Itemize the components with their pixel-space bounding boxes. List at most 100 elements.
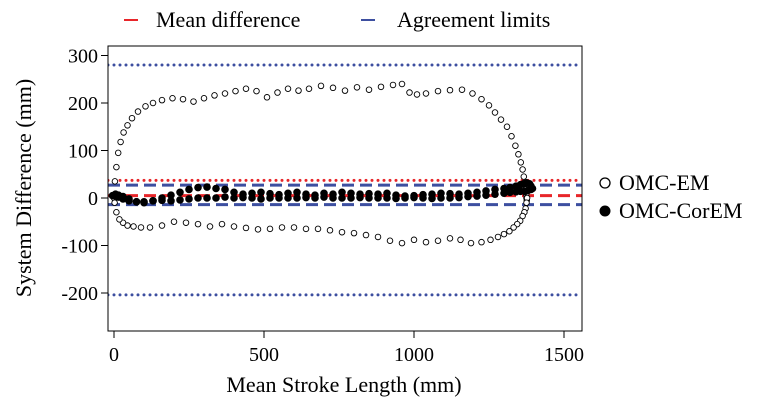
point-omc-em	[242, 224, 250, 232]
y-axis-title: System Difference (mm)	[11, 79, 36, 297]
point-omc-corem	[392, 194, 400, 203]
point-omc-em	[221, 90, 229, 97]
point-omc-em	[302, 225, 310, 233]
point-omc-corem	[347, 194, 355, 202]
point-omc-em	[284, 85, 292, 92]
point-omc-em	[413, 91, 421, 98]
point-omc-corem	[374, 194, 382, 202]
point-omc-em	[242, 85, 250, 92]
x-tick-label: 1000	[394, 344, 434, 366]
point-omc-em	[398, 80, 406, 88]
point-omc-em	[266, 225, 274, 233]
point-omc-em	[374, 233, 382, 241]
point-omc-em	[406, 89, 413, 96]
y-axis: 300 200 100 0 -100 -200	[61, 46, 108, 305]
point-omc-em	[520, 173, 528, 180]
point-omc-em	[113, 163, 120, 171]
point-omc-corem	[111, 192, 120, 200]
point-omc-em	[142, 103, 149, 110]
point-omc-em	[467, 239, 475, 247]
point-omc-em	[290, 224, 298, 231]
point-omc-em	[149, 99, 157, 107]
point-omc-em	[350, 229, 358, 237]
point-omc-em	[120, 129, 127, 136]
point-omc-corem	[257, 195, 265, 203]
point-omc-em	[111, 199, 118, 206]
point-omc-corem	[185, 185, 193, 194]
point-omc-em	[274, 89, 281, 96]
x-tick-label: 500	[249, 344, 279, 366]
point-omc-em	[519, 166, 526, 173]
x-tick-label: 0	[109, 344, 119, 366]
point-omc-em	[485, 102, 493, 109]
point-omc-em	[194, 220, 202, 228]
point-omc-corem	[149, 197, 157, 205]
point-omc-corem	[212, 184, 220, 193]
point-omc-em	[254, 226, 262, 233]
point-omc-em	[487, 236, 494, 244]
point-omc-em	[158, 96, 166, 104]
point-omc-corem	[383, 194, 391, 202]
point-omc-corem	[491, 190, 499, 199]
point-omc-corem	[365, 194, 373, 202]
point-omc-corem	[419, 194, 427, 202]
point-omc-em	[422, 238, 430, 246]
point-omc-em	[230, 223, 238, 230]
point-omc-em	[113, 208, 120, 216]
point-omc-corem	[176, 196, 184, 204]
legend-marker-omc-em	[599, 177, 611, 189]
reference-lines	[108, 63, 582, 297]
point-omc-em	[137, 224, 145, 231]
top-legend: Mean difference Agreement limits	[124, 7, 550, 32]
point-omc-em	[353, 84, 361, 91]
point-omc-corem	[167, 197, 175, 205]
point-omc-em	[506, 227, 513, 235]
legend-label-omc-em: OMC-EM	[619, 170, 709, 195]
point-omc-em	[446, 86, 454, 94]
point-omc-corem	[132, 198, 141, 206]
point-omc-em	[434, 237, 442, 244]
point-omc-em	[422, 90, 430, 97]
point-omc-em	[130, 223, 137, 230]
point-omc-corem	[338, 194, 346, 202]
data-series	[108, 80, 537, 247]
point-omc-corem	[221, 193, 229, 201]
plot-area	[107, 45, 583, 332]
point-omc-em	[170, 218, 178, 225]
point-omc-em	[434, 87, 442, 95]
point-omc-corem	[437, 194, 445, 202]
point-omc-corem	[212, 194, 220, 202]
point-omc-em	[446, 235, 454, 242]
point-omc-em	[158, 222, 166, 229]
point-omc-em	[362, 231, 370, 239]
point-omc-em	[386, 237, 394, 244]
point-omc-corem	[230, 194, 238, 202]
point-omc-em	[494, 233, 502, 241]
point-omc-em	[179, 95, 187, 103]
y-tick-label: 0	[88, 188, 98, 210]
point-omc-corem	[401, 194, 409, 202]
series-omc-corem	[108, 179, 537, 207]
point-omc-corem	[275, 194, 283, 202]
point-omc-em	[512, 142, 519, 149]
point-omc-corem	[284, 194, 292, 202]
point-omc-em	[114, 149, 122, 157]
point-omc-corem	[455, 193, 463, 202]
point-omc-em	[497, 116, 505, 123]
point-omc-em	[410, 236, 418, 244]
point-omc-corem	[266, 194, 274, 202]
point-omc-corem	[203, 183, 211, 191]
point-omc-em	[253, 87, 260, 95]
point-omc-corem	[410, 193, 418, 202]
point-omc-em	[338, 228, 346, 236]
point-omc-corem	[248, 194, 256, 202]
legend-label-agreement-limits: Agreement limits	[397, 7, 550, 32]
point-omc-em	[508, 132, 515, 140]
point-omc-corem	[221, 185, 229, 194]
point-omc-corem	[140, 198, 148, 206]
point-omc-em	[510, 224, 517, 231]
point-omc-em	[305, 85, 313, 92]
point-omc-em	[206, 223, 214, 230]
point-omc-corem	[320, 193, 328, 201]
point-omc-em	[341, 87, 349, 94]
